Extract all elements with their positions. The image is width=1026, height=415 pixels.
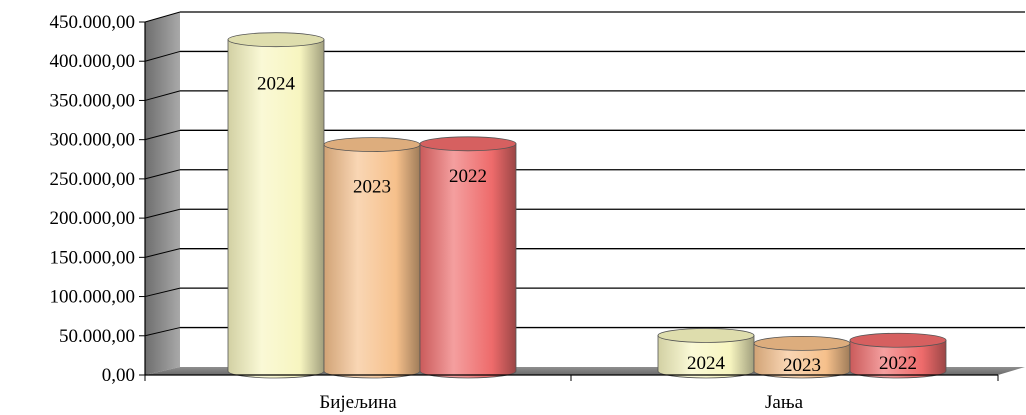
x-axis: Бијељина Јања [144,374,999,413]
data-label: 2022 [449,166,487,187]
category-label: Бијељина [319,392,397,413]
bar-top [753,335,851,351]
y-tick-label: 50.000,00 [59,326,135,347]
data-label: 2024 [257,74,296,95]
y-tick-label: 0,00 [102,365,135,386]
data-label: 2024 [687,353,726,374]
y-tick-label: 250.000,00 [50,169,136,190]
gridline-side [144,11,181,23]
y-tick-label: 400.000,00 [50,51,136,72]
bar-top [657,328,755,343]
bar-body [753,342,851,379]
bar-body [227,39,325,379]
y-tick-label: 100.000,00 [50,287,136,308]
y-axis: 0,00 50.000,00 100.000,00 150.000,00 200.000… [50,12,146,386]
y-tick-label: 350.000,00 [50,90,136,111]
gridline-side [144,50,181,62]
gridline-side [144,90,181,101]
data-label: 2022 [879,353,917,374]
bar-body [849,339,947,379]
bar-body [323,144,421,379]
data-label: 2023 [353,177,391,198]
y-tick-label: 450.000,00 [50,12,136,33]
y-tick-label: 200.000,00 [50,208,136,229]
bar-body [657,335,755,379]
side-wall [145,12,180,375]
bar-top [323,137,421,152]
gridline-side [144,287,181,298]
bar: 2024 [657,328,755,379]
y-tick-label: 300.000,00 [50,130,136,151]
gridline-side [144,248,181,258]
bar-top [227,32,325,48]
gridline-side [144,169,181,180]
y-tick-label: 150.000,00 [50,247,136,268]
bar: 2022 [849,332,947,379]
bar: 2024 [227,32,325,379]
gridline-side [144,129,181,141]
bars: 2024 2023 2022 2024 2023 2022 [227,32,947,379]
bar: 2023 [323,137,421,379]
bar: 2023 [753,335,851,379]
gridline-side [144,208,181,219]
gridline-side [144,327,181,337]
data-label: 2023 [783,355,821,376]
bar-top [419,136,517,152]
bar: 2022 [419,136,517,379]
bar-top [849,332,947,348]
category-label: Јања [765,392,804,413]
bar-body [419,143,517,379]
